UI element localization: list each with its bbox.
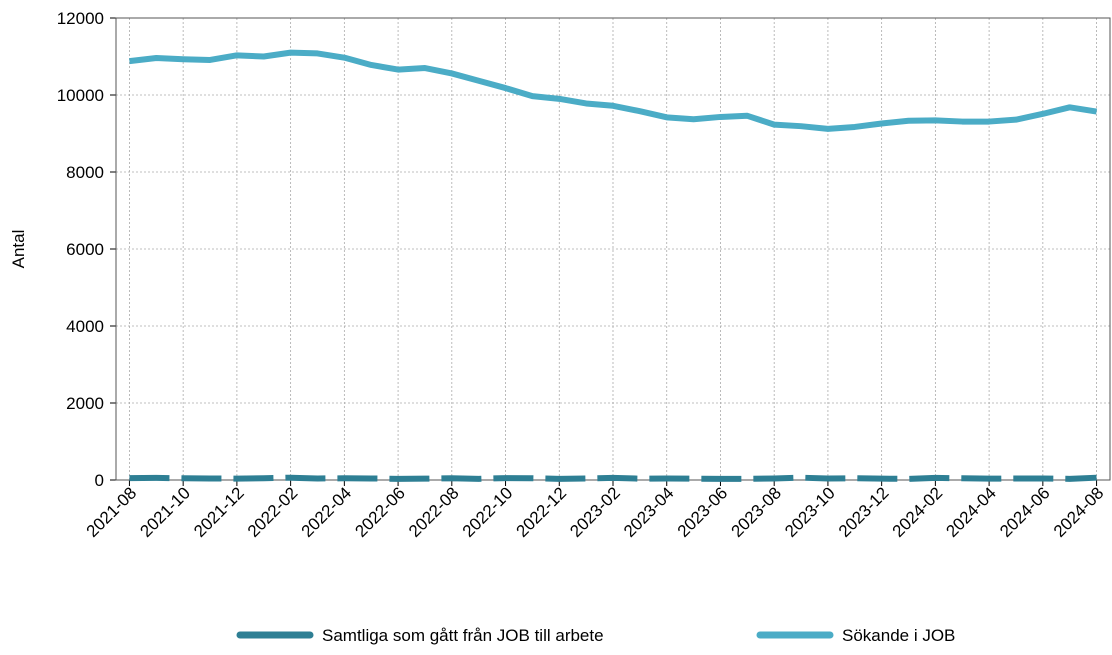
y-tick-label: 4000 [66,317,104,336]
line-series [129,474,1097,482]
y-tick-label: 12000 [57,9,104,28]
y-tick-label: 8000 [66,163,104,182]
x-tick-label: 2024-06 [996,483,1054,541]
x-tick-label: 2021-08 [83,483,141,541]
x-tick-label: 2023-06 [674,483,732,541]
y-tick-label: 10000 [57,86,104,105]
x-tick-label: 2024-08 [1050,483,1108,541]
y-tick-label: 0 [95,471,104,490]
y-axis-label: Antal [9,230,28,269]
x-tick-label: 2024-04 [942,483,1000,541]
x-tick-label: 2024-02 [889,483,947,541]
x-tick-label: 2023-08 [727,483,785,541]
x-tick-label: 2022-06 [351,483,409,541]
x-tick-label: 2023-12 [835,483,893,541]
line-series [129,49,1098,132]
x-tick-label: 2022-02 [244,483,302,541]
x-tick-label: 2022-08 [405,483,463,541]
legend-label: Samtliga som gått från JOB till arbete [322,626,604,645]
x-tick-label: 2023-04 [620,483,678,541]
y-tick-label: 6000 [66,240,104,259]
x-tick-label: 2021-10 [136,483,194,541]
x-tick-label: 2021-12 [190,483,248,541]
x-tick-label: 2022-10 [459,483,517,541]
x-tick-label: 2023-02 [566,483,624,541]
y-tick-label: 2000 [66,394,104,413]
x-tick-label: 2022-04 [298,483,356,541]
x-tick-label: 2023-10 [781,483,839,541]
x-tick-label: 2022-12 [513,483,571,541]
legend-label: Sökande i JOB [842,626,955,645]
